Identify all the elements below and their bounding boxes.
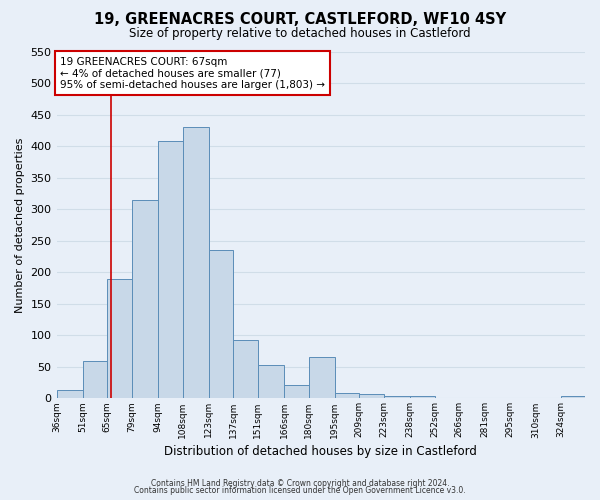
Bar [209, 250, 233, 398]
Y-axis label: Number of detached properties: Number of detached properties [15, 138, 25, 312]
Bar [308, 358, 335, 399]
Bar [335, 392, 359, 398]
Bar [284, 384, 308, 398]
Bar [107, 278, 132, 398]
Bar [233, 340, 258, 398]
Bar [182, 127, 209, 398]
Bar [258, 365, 284, 398]
Bar [83, 360, 107, 399]
Bar [359, 394, 384, 398]
Text: 19 GREENACRES COURT: 67sqm
← 4% of detached houses are smaller (77)
95% of semi-: 19 GREENACRES COURT: 67sqm ← 4% of detac… [60, 56, 325, 90]
Text: 19, GREENACRES COURT, CASTLEFORD, WF10 4SY: 19, GREENACRES COURT, CASTLEFORD, WF10 4… [94, 12, 506, 28]
Bar [384, 396, 410, 398]
X-axis label: Distribution of detached houses by size in Castleford: Distribution of detached houses by size … [164, 444, 477, 458]
Bar [560, 396, 585, 398]
Bar [56, 390, 83, 398]
Bar [132, 200, 158, 398]
Text: Size of property relative to detached houses in Castleford: Size of property relative to detached ho… [129, 28, 471, 40]
Bar [158, 141, 182, 399]
Text: Contains HM Land Registry data © Crown copyright and database right 2024.: Contains HM Land Registry data © Crown c… [151, 478, 449, 488]
Text: Contains public sector information licensed under the Open Government Licence v3: Contains public sector information licen… [134, 486, 466, 495]
Bar [410, 396, 434, 398]
